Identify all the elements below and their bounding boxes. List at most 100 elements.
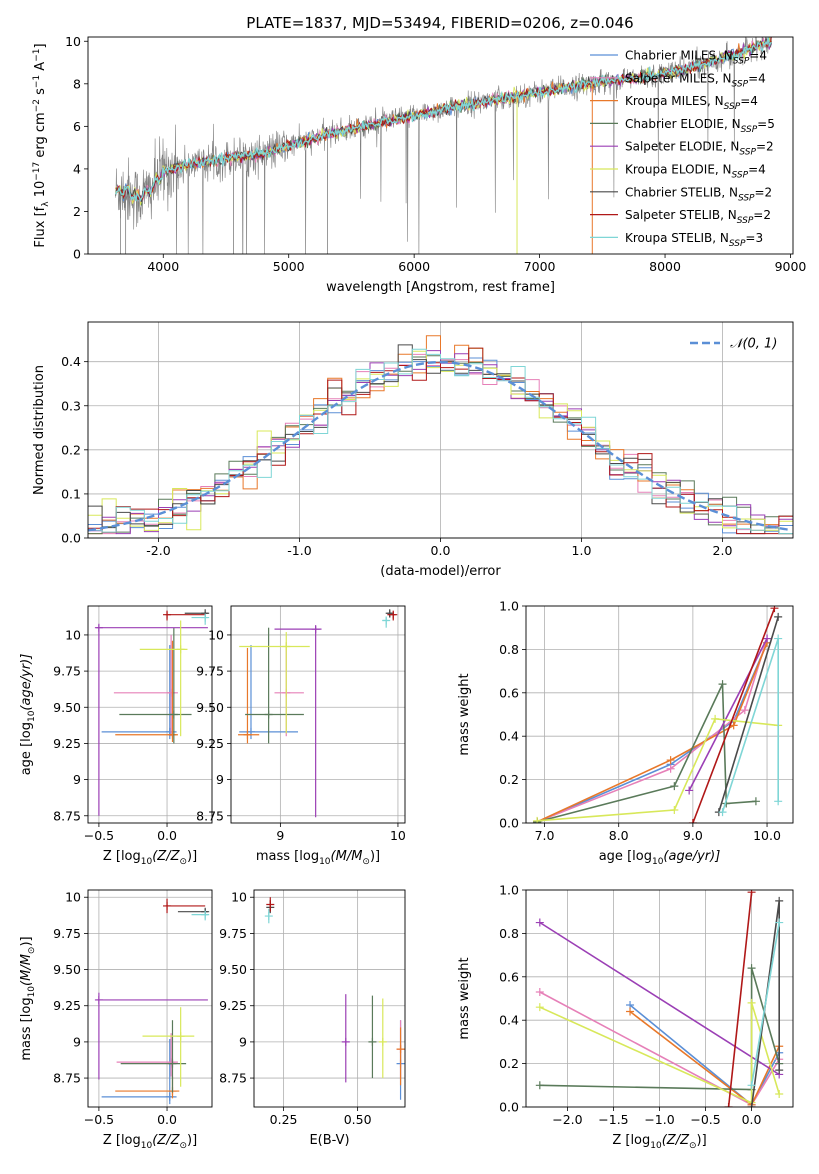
chart-spectrum: 4000 5000 6000 7000 8000 9000 0 2 4 6 8 10 wavelengt… xyxy=(32,34,806,295)
y-tick-label: 8.75 xyxy=(53,808,81,823)
x-tick-label: 0.25 xyxy=(270,1112,298,1127)
figure-title: PLATE=1837, MJD=53494, FIBERID=0206, z=0… xyxy=(246,14,633,32)
y-tick-label: 9.50 xyxy=(196,700,224,715)
series-line-7 xyxy=(718,616,779,813)
x-tick-label: 0.0 xyxy=(431,543,451,558)
chart-age-vs-mass: 9 10 8.75 9 9.25 9.50 9.75 10 mass [log10(M/M⊙)] xyxy=(196,605,406,867)
x-tick-label: −0.5 xyxy=(690,1112,720,1127)
chart-mass-vs-Z: −0.5 0.0 8.75 9 9.25 9.50 9.75 10 Z [log10(Z/Z⊙)… xyxy=(19,889,213,1151)
series-marker-5 xyxy=(535,918,544,927)
series-marker-4 xyxy=(535,1081,544,1090)
chart-age-vs-Z: −0.5 0.0 8.75 9 9.25 9.50 9.75 10 Z [log10(Z/Z⊙)… xyxy=(19,605,213,867)
y-tick-label: 9.50 xyxy=(53,700,81,715)
series-marker-3 xyxy=(626,1007,635,1016)
axes-frame xyxy=(87,36,794,255)
x-tick-label: 5000 xyxy=(273,259,305,274)
series-marker-8 xyxy=(747,890,756,897)
data-point-3 xyxy=(168,730,177,739)
series-line-6 xyxy=(539,1002,780,1104)
x-axis-label: wavelength [Angstrom, rest frame] xyxy=(326,280,555,295)
model-spectrum-line-9 xyxy=(114,37,772,202)
data-point-3 xyxy=(396,1045,405,1054)
series-marker-6 xyxy=(533,816,542,823)
y-tick-label: 10 xyxy=(65,890,81,905)
x-tick-label: -2.0 xyxy=(146,543,170,558)
x-tick-label: 9 xyxy=(276,828,284,843)
normal-curve xyxy=(88,360,791,532)
y-tick-label: 2 xyxy=(73,204,81,219)
data-point-8 xyxy=(163,901,172,910)
y-tick-label: 9 xyxy=(216,772,224,787)
series-marker-7 xyxy=(774,612,783,621)
y-tick-label: 9.25 xyxy=(53,736,81,751)
y-tick-label: 0.0 xyxy=(61,531,81,546)
x-axis-label: age [log10(age/yr)] xyxy=(599,849,721,867)
data-point-6 xyxy=(176,1032,185,1041)
plot-area-mass-vs-Z xyxy=(94,898,210,1105)
series-marker-9 xyxy=(774,797,783,806)
y-tick-label: 9.75 xyxy=(53,664,81,679)
y-tick-label: 10 xyxy=(65,34,81,49)
data-point-7 xyxy=(385,609,394,618)
legend-label-3: Kroupa MILES, NSSP=4 xyxy=(625,94,758,112)
series-marker-6 xyxy=(711,714,720,723)
plot-area-spectrum xyxy=(114,37,772,254)
axes-frame xyxy=(525,605,794,824)
series-marker-4 xyxy=(747,964,756,973)
legend-label-2: Salpeter MILES, NSSP=4 xyxy=(625,71,766,89)
series-marker-3 xyxy=(729,721,738,730)
y-tick-label: 0.8 xyxy=(499,926,519,941)
series-marker-2 xyxy=(740,706,749,715)
y-tick-label: 0.2 xyxy=(499,1056,519,1071)
y-axis-label: mass [log10(M/M⊙)] xyxy=(19,936,37,1060)
y-tick-label: 0 xyxy=(73,247,81,262)
series-marker-7 xyxy=(775,896,784,905)
x-tick-label: 7.0 xyxy=(535,828,555,843)
axes-frame xyxy=(230,605,406,824)
y-tick-label: 0.0 xyxy=(499,1100,519,1115)
axes-frame xyxy=(87,605,213,824)
series-marker-9 xyxy=(718,808,727,817)
data-point-9 xyxy=(264,912,273,921)
x-axis-label: Z [log10(Z/Z⊙)] xyxy=(103,849,197,867)
x-tick-label: 7000 xyxy=(524,259,556,274)
x-axis-label: (data-model)/error xyxy=(380,564,501,579)
x-tick-label: 10.0 xyxy=(753,828,781,843)
y-tick-label: 6 xyxy=(73,119,81,134)
y-tick-label: 9.50 xyxy=(53,962,81,977)
series-marker-8 xyxy=(688,819,697,823)
y-tick-label: 9.75 xyxy=(196,664,224,679)
y-tick-label: 8.75 xyxy=(196,808,224,823)
plot-area-mass-vs-EBV xyxy=(264,897,405,1100)
legend-label-1: Chabrier MILES, NSSP=4 xyxy=(625,49,767,67)
data-point-8 xyxy=(163,610,172,619)
x-tick-label: 6000 xyxy=(398,259,430,274)
axes-frame xyxy=(87,321,794,539)
x-tick-label: 0.0 xyxy=(742,1112,762,1127)
series-marker-9 xyxy=(774,634,783,643)
y-tick-label: 1.0 xyxy=(499,599,519,614)
y-tick-label: 0.4 xyxy=(499,1013,519,1028)
legend-label-8: Salpeter STELIB, NSSP=2 xyxy=(625,208,771,226)
x-axis-label: mass [log10(M/M⊙)] xyxy=(256,849,380,867)
y-tick-label: 10 xyxy=(208,627,224,642)
series-line-2 xyxy=(536,638,768,823)
series-marker-7 xyxy=(775,1066,784,1075)
y-tick-label: 8.75 xyxy=(219,1071,247,1086)
y-tick-label: 0.6 xyxy=(499,969,519,984)
x-tick-label: -1.0 xyxy=(287,543,311,558)
series-marker-6 xyxy=(747,998,756,1007)
data-point-8 xyxy=(389,610,398,619)
series-line-8 xyxy=(692,607,776,823)
series-marker-9 xyxy=(775,918,784,927)
y-tick-label: 0.8 xyxy=(499,642,519,657)
series-marker-4 xyxy=(718,680,727,689)
data-point-8 xyxy=(266,900,275,909)
y-tick-label: 9 xyxy=(239,1034,247,1049)
y-tick-label: 9.50 xyxy=(219,962,247,977)
data-point-9 xyxy=(201,613,210,622)
series-marker-6 xyxy=(670,805,679,814)
y-tick-label: 9.25 xyxy=(219,998,247,1013)
series-marker-8 xyxy=(770,606,779,613)
